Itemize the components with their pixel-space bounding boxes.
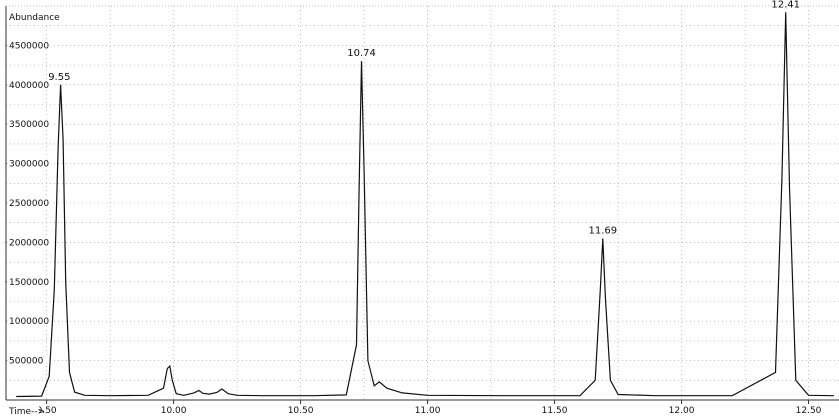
- y-tick-label: 3500000: [9, 120, 49, 130]
- y-tick-label: 1500000: [9, 278, 49, 288]
- y-tick-label-box: [7, 275, 53, 287]
- peak-labels: 9.55 10.74 11.69 12.41: [48, 0, 800, 236]
- y-tick-label: 3000000: [9, 160, 49, 170]
- x-tick-label: 10.50: [288, 406, 314, 416]
- x-tick-label: 10.00: [161, 406, 187, 416]
- grid: [6, 6, 839, 400]
- y-tick-label-box: [7, 315, 53, 327]
- y-axis-title: Abundance: [9, 13, 60, 23]
- peak-label: 11.69: [588, 225, 617, 236]
- y-tick-label-box: [7, 197, 53, 208]
- y-tick-label: 4000000: [9, 81, 49, 91]
- peak-label: 10.74: [347, 48, 376, 59]
- y-tick-label: 2500000: [9, 199, 49, 209]
- y-tick-label: 2000000: [9, 238, 49, 248]
- y-tick-label-box: [7, 236, 53, 248]
- x-axis-title: Time-->: [8, 407, 45, 417]
- x-tick-label: 11.50: [542, 406, 568, 416]
- y-tick-label-box: [7, 157, 53, 169]
- x-tick-label: 12.00: [669, 406, 695, 416]
- y-tick-label-box: [7, 118, 53, 130]
- chromatogram-trace: [16, 12, 834, 398]
- x-tick-label: 12.50: [796, 406, 822, 416]
- y-tick-label-box: [7, 354, 53, 366]
- x-ticks: 9.50 10.00 10.50 11.00 11.50 12.00 12.50: [37, 400, 822, 416]
- x-tick-label: 11.00: [415, 406, 441, 416]
- y-tick-label: 500000: [9, 357, 44, 367]
- y-axis-title-box: [7, 10, 62, 23]
- x-axis-title-box: [7, 405, 39, 417]
- y-tick-label-box: [7, 78, 53, 90]
- peak-label: 12.41: [771, 0, 800, 10]
- y-tick-label: 1000000: [9, 317, 49, 327]
- y-tick-label: 4500000: [9, 41, 49, 51]
- peak-label: 9.55: [48, 72, 70, 83]
- y-ticks: 500000 1000000 1500000 2000000 2500000 300000…: [6, 39, 53, 367]
- x-tick-label: 9.50: [37, 406, 57, 416]
- y-tick-label-box: [7, 39, 53, 51]
